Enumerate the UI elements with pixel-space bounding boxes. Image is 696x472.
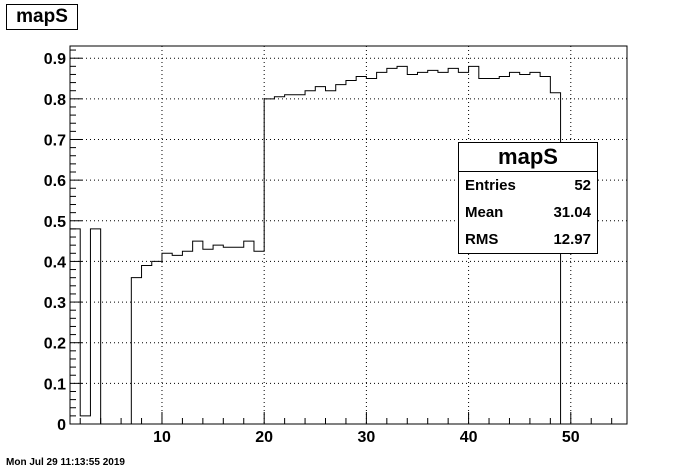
histogram-bin (428, 70, 438, 424)
histogram-bin (346, 81, 356, 424)
histogram-bin (254, 251, 264, 424)
histogram-bin (397, 66, 407, 424)
y-tick-label: 0.5 (44, 214, 66, 231)
y-tick-label: 0.2 (44, 336, 66, 353)
histogram-bin (356, 76, 366, 424)
y-tick-label: 0.1 (44, 376, 66, 393)
histogram-bin (285, 95, 295, 424)
histogram-bin (193, 241, 203, 424)
histogram-bin (223, 247, 233, 424)
stats-row-rms: RMS 12.97 (459, 226, 597, 253)
stats-box: mapS Entries 52 Mean 31.04 RMS 12.97 (458, 142, 598, 254)
y-tick-label: 0.7 (44, 132, 66, 149)
x-tick-label: 30 (357, 429, 375, 446)
histogram-bin (142, 265, 152, 424)
x-tick-label: 40 (460, 429, 478, 446)
histogram-bin (264, 99, 274, 424)
histogram-title: mapS (6, 4, 78, 30)
histogram-bin (172, 255, 182, 424)
stats-row-entries: Entries 52 (459, 172, 597, 199)
histogram-bin (448, 68, 458, 424)
histogram-bin (326, 91, 336, 424)
x-tick-label: 20 (255, 429, 273, 446)
histogram-bin (295, 95, 305, 424)
y-tick-label: 0.3 (44, 295, 66, 312)
histogram-bin (305, 91, 315, 424)
histogram-outline (69, 65, 592, 425)
histogram-bin (417, 72, 427, 424)
y-tick-label: 0.6 (44, 173, 66, 190)
histogram-bin (80, 416, 90, 424)
histogram-bin (131, 278, 141, 424)
histogram-bin (182, 251, 192, 424)
x-tick-label: 50 (562, 429, 580, 446)
histogram-bin (244, 241, 254, 424)
histogram-bin (407, 74, 417, 424)
y-tick-label: 0.4 (44, 254, 66, 271)
histogram-bin (387, 68, 397, 424)
stats-value-rms: 12.97 (553, 231, 591, 248)
stats-value-entries: 52 (574, 177, 591, 194)
histogram-bin (366, 79, 376, 424)
stats-title: mapS (459, 143, 597, 172)
x-tick-label: 10 (153, 429, 171, 446)
plot-frame (69, 45, 628, 425)
histogram-bin (152, 261, 162, 424)
stats-label-rms: RMS (465, 231, 499, 248)
histogram-bin (234, 247, 244, 424)
histogram-bin (315, 87, 325, 424)
histogram-bin (438, 72, 448, 424)
histogram-bars (69, 65, 592, 425)
y-tick-label: 0 (57, 417, 66, 434)
histogram-bin (274, 97, 284, 424)
histogram-bin (336, 85, 346, 424)
stats-label-entries: Entries (465, 177, 516, 194)
y-tick-label: 0.9 (44, 51, 66, 68)
stats-row-mean: Mean 31.04 (459, 199, 597, 226)
histogram-bin (203, 249, 213, 424)
y-tick-label: 0.8 (44, 92, 66, 109)
y-axis: 0 0.1 0.2 0.3 0.4 0.5 0.6 0.7 0.8 0.9 (44, 49, 82, 434)
histogram-bin (162, 253, 172, 424)
stats-label-mean: Mean (465, 204, 504, 221)
timestamp: Mon Jul 29 11:13:55 2019 (6, 457, 125, 468)
histogram-bin (377, 72, 387, 424)
x-axis: 10 20 30 40 50 (79, 412, 613, 446)
histogram-bin (90, 229, 100, 424)
stats-value-mean: 31.04 (553, 204, 591, 221)
histogram-bin (213, 245, 223, 424)
